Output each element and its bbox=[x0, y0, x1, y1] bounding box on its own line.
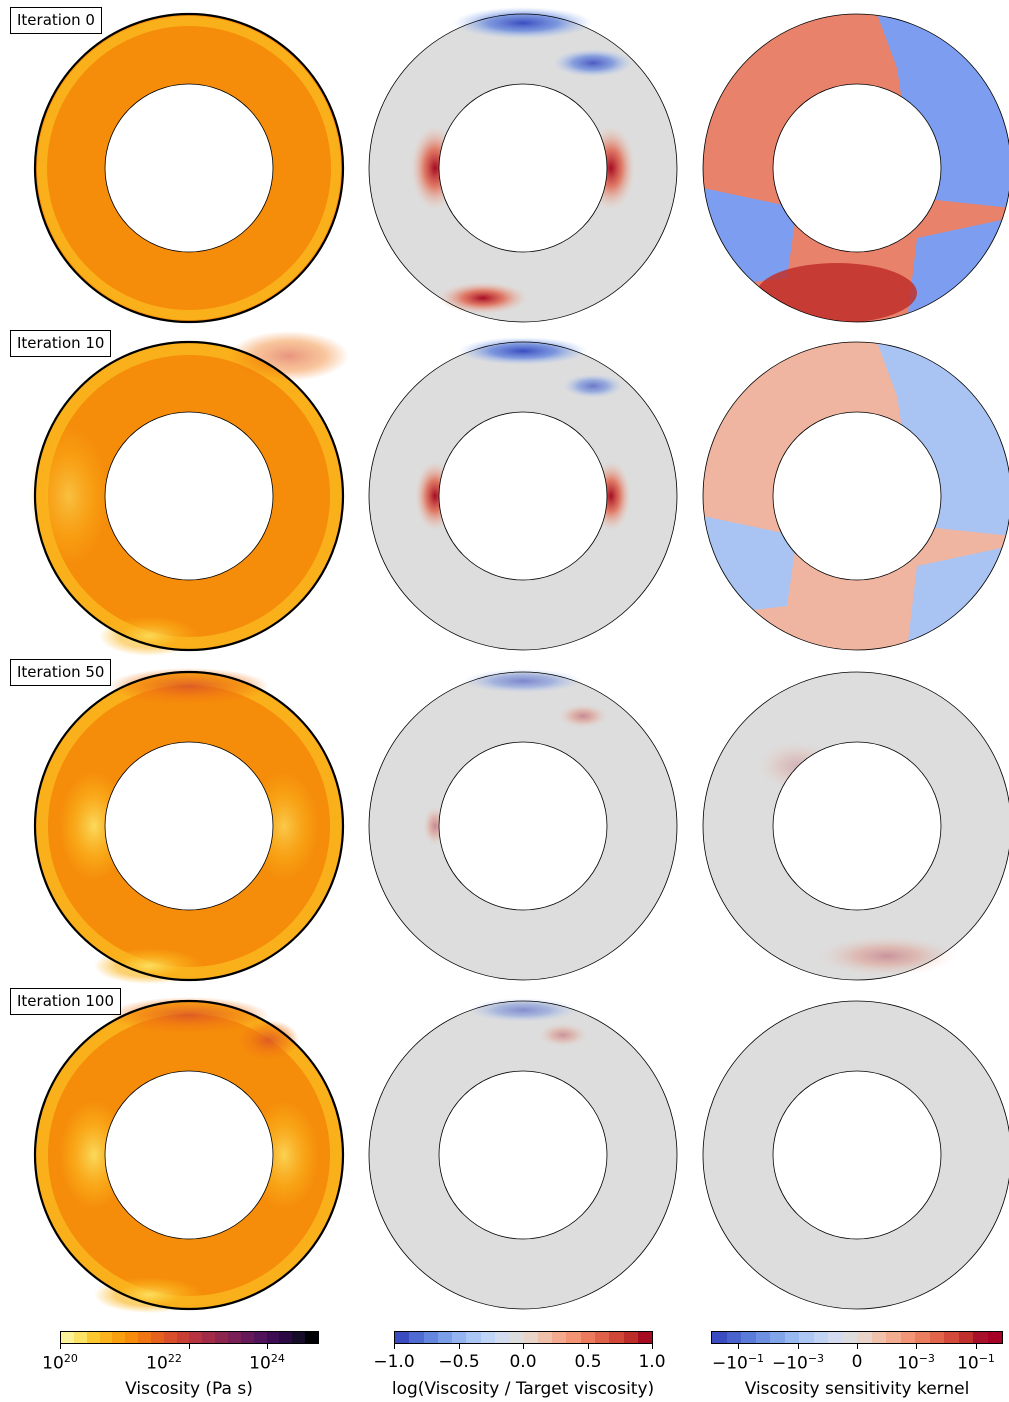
viscosity-panel-row-0 bbox=[33, 12, 345, 324]
sensitivity-panel-row-1 bbox=[702, 341, 1009, 651]
log-ratio-colorbar bbox=[394, 1331, 653, 1344]
sensitivity-colorbar bbox=[711, 1331, 1003, 1344]
sensitivity-tick-4: 10−3 bbox=[897, 1352, 935, 1374]
row-label-iteration-0: Iteration 0 bbox=[10, 7, 102, 34]
viscosity-panel-row-3 bbox=[33, 997, 345, 1313]
sensitivity-tick-5: 10−1 bbox=[957, 1352, 995, 1374]
log-ratio-panel-row-0 bbox=[368, 7, 678, 323]
viscosity-panel-row-1 bbox=[29, 331, 349, 656]
log-ratio-tick-2: −0.5 bbox=[438, 1352, 480, 1372]
log-ratio-tick-5: 1.0 bbox=[638, 1352, 666, 1372]
sensitivity-panel-row-3 bbox=[702, 1000, 1009, 1310]
log-ratio-panel-row-3 bbox=[368, 998, 678, 1310]
row-label-iteration-100: Iteration 100 bbox=[10, 988, 122, 1015]
viscosity-panel-row-2 bbox=[33, 668, 345, 984]
log-ratio-colorbar-title: log(Viscosity / Target viscosity) bbox=[391, 1379, 655, 1399]
log-ratio-tick-4: 0.5 bbox=[574, 1352, 602, 1372]
sensitivity-tick-2: −10−3 bbox=[771, 1352, 825, 1374]
sensitivity-panel-row-0 bbox=[702, 13, 1009, 323]
sensitivity-colorbar-title: Viscosity sensitivity kernel bbox=[744, 1379, 970, 1399]
sensitivity-tick-3: 0 bbox=[851, 1352, 863, 1372]
row-label-iteration-10: Iteration 10 bbox=[10, 330, 112, 357]
log-ratio-panel-row-1 bbox=[368, 337, 678, 651]
viscosity-colorbar-title: Viscosity (Pa s) bbox=[125, 1379, 253, 1399]
sensitivity-tick-1: −10−1 bbox=[711, 1352, 765, 1374]
log-ratio-panel-row-2 bbox=[368, 669, 678, 981]
log-ratio-tick-3: 0.0 bbox=[509, 1352, 537, 1372]
viscosity-tick-1: 1020 bbox=[42, 1352, 78, 1374]
row-label-iteration-50: Iteration 50 bbox=[10, 659, 112, 686]
viscosity-tick-2: 1022 bbox=[146, 1352, 182, 1374]
sensitivity-panel-row-2 bbox=[702, 671, 1009, 981]
viscosity-colorbar bbox=[60, 1331, 319, 1344]
viscosity-tick-3: 1024 bbox=[249, 1352, 285, 1374]
log-ratio-tick-1: −1.0 bbox=[373, 1352, 415, 1372]
